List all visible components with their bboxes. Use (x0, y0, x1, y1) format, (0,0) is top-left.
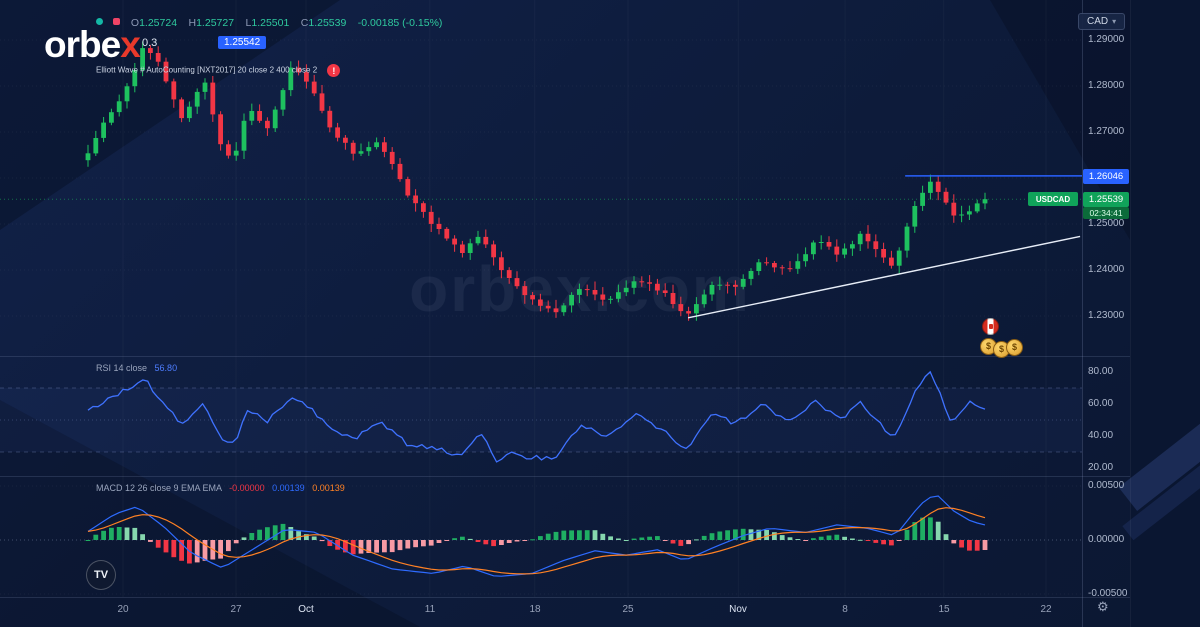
open-label: O (130, 17, 140, 29)
candlestick-series (85, 41, 988, 321)
price-scale[interactable]: 1.290001.280001.270001.260001.250001.240… (1082, 0, 1130, 627)
logo-x: x (120, 24, 141, 65)
axis-label: 20 (117, 604, 129, 615)
axis-label: 80.00 (1088, 366, 1114, 377)
tradingview-logo[interactable]: TV (86, 560, 116, 590)
price-alert-badge[interactable]: 1.25542 (218, 36, 267, 49)
close-label: C (300, 17, 309, 29)
chevron-down-icon: ▾ (1112, 17, 1117, 26)
bar-countdown-badge: 02:34:41 (1083, 207, 1129, 219)
axis-label: 27 (230, 604, 242, 615)
axis-label: 1.29000 (1088, 34, 1125, 45)
alert-dot-icon[interactable] (113, 18, 121, 26)
macd-line-value: 0.00139 (272, 483, 305, 493)
axis-label: 20.00 (1088, 462, 1114, 473)
axis-label: 18 (529, 604, 541, 615)
time-scale[interactable]: 20 27 Oct 11 18 25 Nov 8 15 22 (0, 597, 1130, 627)
elliott-wave-label: Elliott Wave # AutoCounting [NXT2017] 20… (96, 65, 318, 75)
close-value: 1.25539 (308, 17, 347, 29)
macd-signal-line (87, 507, 986, 575)
axis-label: 25 (622, 604, 634, 615)
macd-hist-value: -0.00000 (229, 483, 265, 493)
error-icon[interactable]: ! (327, 64, 341, 77)
axis-label: -0.00500 (1088, 588, 1128, 599)
currency-label: CAD (1087, 16, 1109, 27)
axis-label: 1.24000 (1088, 264, 1125, 275)
gear-icon[interactable]: ⚙ (1097, 599, 1109, 614)
elliott-wave-legend[interactable]: Elliott Wave # AutoCounting [NXT2017] 20… (96, 64, 341, 77)
high-label: H (188, 17, 197, 29)
axis-label: 40.00 (1088, 430, 1114, 441)
axis-label: 1.23000 (1088, 310, 1125, 321)
coin-sticker[interactable]: $ (993, 341, 1010, 358)
currency-dropdown[interactable]: CAD ▾ (1078, 13, 1126, 30)
low-label: L (245, 17, 252, 29)
rsi-value: 56.80 (154, 363, 178, 373)
axis-label: 1.25000 (1088, 218, 1125, 229)
ohlc-legend: O1.25724 H1.25727 L1.25501 C1.25539 -0.0… (96, 13, 449, 31)
axis-label: 60.00 (1088, 398, 1114, 409)
rsi-legend[interactable]: RSI 14 close 56.80 (96, 363, 177, 373)
axis-label: Nov (729, 604, 747, 615)
open-value: 1.25724 (139, 17, 178, 29)
resistance-price-badge[interactable]: 1.26046 (1083, 169, 1129, 184)
status-dot-icon[interactable] (96, 18, 103, 26)
logo-text: orbe (44, 24, 121, 65)
canada-flag-sticker[interactable] (982, 318, 999, 335)
axis-label: 8 (842, 604, 848, 615)
rsi-line (87, 370, 986, 463)
change-value: -0.00185 (-0.15%) (357, 17, 443, 29)
low-value: 1.25501 (251, 17, 290, 29)
orbex-logo: orbex (44, 24, 141, 66)
axis-label: 0.00500 (1088, 480, 1125, 491)
axis-label: 1.27000 (1088, 126, 1125, 137)
macd-title: MACD 12 26 close 9 EMA EMA (96, 483, 222, 493)
rsi-title: RSI 14 close (96, 363, 148, 373)
macd-signal-value: 0.00139 (312, 483, 345, 493)
indicator-value-overlay: 0.3 (142, 37, 158, 49)
macd-line (87, 495, 986, 577)
grid-layer (0, 39, 1082, 595)
coin-sticker[interactable]: $ (1006, 339, 1023, 356)
axis-label: Oct (298, 604, 314, 615)
macd-legend[interactable]: MACD 12 26 close 9 EMA EMA -0.00000 0.00… (96, 483, 345, 493)
last-price-badge[interactable]: 1.25539 (1083, 192, 1129, 207)
axis-label: 1.28000 (1088, 80, 1125, 91)
symbol-tag: USDCAD (1028, 192, 1078, 206)
axis-label: 0.00000 (1088, 534, 1125, 545)
axis-label: 11 (424, 604, 436, 615)
high-value: 1.25727 (196, 17, 235, 29)
axis-label: 22 (1040, 604, 1052, 615)
ascending-trendline[interactable] (687, 235, 1081, 319)
axis-label: 15 (938, 604, 950, 615)
